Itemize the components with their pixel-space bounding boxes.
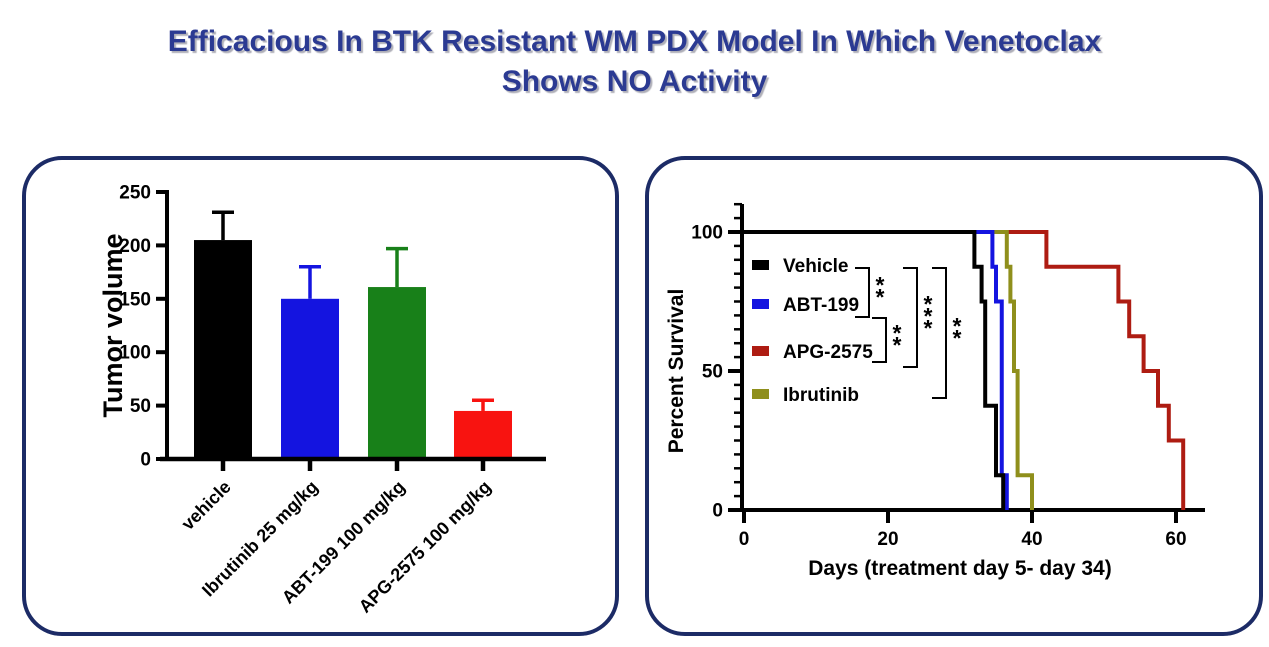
x-tick-label: 20 xyxy=(877,529,898,550)
significance-asterisk: * xyxy=(924,291,933,317)
significance-asterisk: * xyxy=(924,315,933,341)
y-tick-label: 50 xyxy=(130,396,151,417)
x-tick-label: 40 xyxy=(1021,529,1042,550)
significance-asterisk: * xyxy=(953,313,962,339)
bar-abt-199 xyxy=(368,287,426,459)
significance-bracket xyxy=(932,267,947,399)
slide-title: Efficacious In BTK Resistant WM PDX Mode… xyxy=(167,25,1102,98)
bar-apg-2575 xyxy=(454,410,512,459)
y-axis-title: Percent Survival xyxy=(665,289,688,454)
bar-vehicle xyxy=(194,240,252,459)
x-category-label: vehicle xyxy=(178,477,235,534)
x-tick-label: 0 xyxy=(739,529,750,550)
curve-apg-2575 xyxy=(744,230,1186,510)
x-tick-label: 60 xyxy=(1165,529,1186,550)
y-tick-label: 0 xyxy=(140,450,151,471)
percent-survival-chart: 0 50 100 0 20 40 60 Days (treatment day 5- day … xyxy=(665,202,1205,580)
y-tick-label: 100 xyxy=(691,223,723,244)
y-tick-label: 250 xyxy=(119,183,151,204)
legend-swatch-abt-199 xyxy=(752,299,769,309)
significance-asterisk: * xyxy=(953,325,962,351)
survival-panel: 0 50 100 0 20 40 60 Days (treatment day 5- day … xyxy=(645,156,1263,636)
significance-asterisk: * xyxy=(893,320,902,346)
significance-asterisk: * xyxy=(893,332,902,358)
legend-label-vehicle: Vehicle xyxy=(783,256,849,277)
curve-ibrutinib xyxy=(744,230,1034,510)
significance-asterisk: * xyxy=(876,284,885,310)
x-axis-title: Days (treatment day 5- day 34) xyxy=(808,557,1111,580)
tumor-volume-panel: 0 50 100 150 200 250 Tumor volume vehicle Ibruti… xyxy=(22,156,619,636)
curve-vehicle xyxy=(744,230,1006,510)
legend-swatch-ibrutinib xyxy=(752,389,769,399)
significance-asterisk: * xyxy=(876,272,885,298)
legend-swatch-apg-2575 xyxy=(752,346,769,356)
significance-bracket xyxy=(855,267,870,318)
y-tick-label: 150 xyxy=(119,289,151,310)
y-tick-label: 50 xyxy=(702,362,723,383)
y-tick-label: 0 xyxy=(712,501,723,522)
legend-label-apg-2575: APG-2575 xyxy=(783,342,873,363)
significance-bracket xyxy=(903,267,918,368)
y-tick-label: 200 xyxy=(119,236,151,257)
legend-swatch-vehicle xyxy=(752,260,769,270)
legend-label-abt-199: ABT-199 xyxy=(783,295,859,316)
significance-bracket xyxy=(872,317,887,363)
y-tick-label: 100 xyxy=(119,343,151,364)
significance-asterisk: * xyxy=(924,303,933,329)
y-axis-title: Tumor volume xyxy=(98,233,128,417)
bar-ibrutinib xyxy=(281,298,339,459)
legend-label-ibrutinib: Ibrutinib xyxy=(783,385,859,406)
